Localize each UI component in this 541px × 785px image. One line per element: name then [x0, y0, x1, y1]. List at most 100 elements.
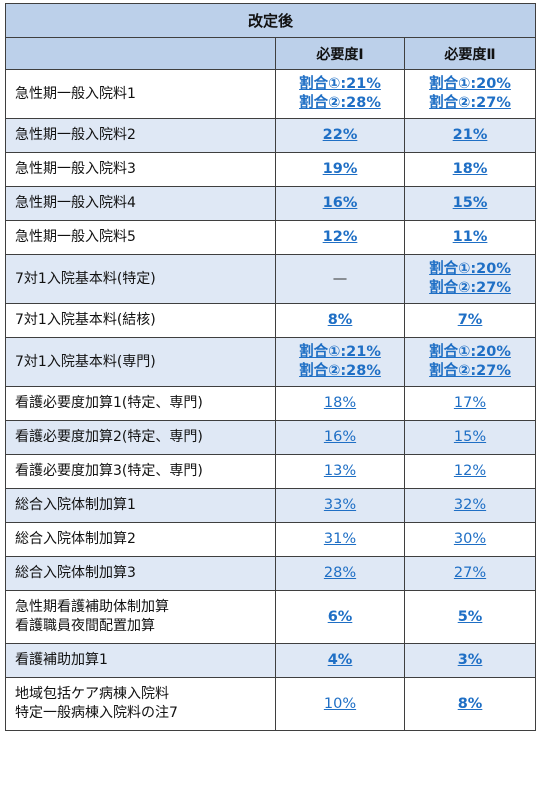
value-line[interactable]: 割合②:27%	[429, 95, 511, 111]
row-label-line: 看護必要度加算1(特定、専門)	[15, 395, 203, 411]
row-label: 7対1入院基本料(特定)	[5, 254, 276, 304]
value-necessity-1: 16%	[275, 420, 405, 455]
row-label: 看護必要度加算1(特定、専門)	[5, 386, 276, 421]
row-label-line: 地域包括ケア病棟入院料	[15, 686, 169, 702]
header-row: 必要度Ⅰ 必要度Ⅱ	[5, 37, 537, 70]
value-line[interactable]: 27%	[453, 565, 487, 581]
row-label-line: 看護必要度加算3(特定、専門)	[15, 463, 203, 479]
value-line[interactable]: 割合②:28%	[299, 95, 381, 111]
value-line[interactable]: 19%	[322, 161, 358, 177]
table-row: 7対1入院基本料(専門) 割合①:21% 割合②:28% 割合①:20% 割合②:2…	[5, 337, 537, 387]
row-label-line: 急性期一般入院料4	[15, 195, 136, 211]
value-necessity-1: 4%	[275, 643, 405, 678]
value-line[interactable]: 割合①:21%	[299, 76, 381, 92]
value-line[interactable]: 16%	[323, 429, 357, 445]
value-line[interactable]: 割合①:20%	[429, 344, 511, 360]
value-necessity-1: 19%	[275, 152, 405, 187]
value-line[interactable]: 割合②:28%	[299, 363, 381, 379]
value-line[interactable]: 15%	[453, 429, 487, 445]
value-line[interactable]: 割合②:27%	[429, 280, 511, 296]
value-line[interactable]: 15%	[452, 195, 488, 211]
value-line[interactable]: 割合①:20%	[429, 261, 511, 277]
row-label-line: 7対1入院基本料(特定)	[15, 270, 156, 287]
value-necessity-2: 12%	[403, 454, 537, 489]
value-line[interactable]: 16%	[322, 195, 358, 211]
value-line[interactable]: 17%	[453, 395, 487, 411]
value-line[interactable]: 33%	[323, 497, 357, 513]
value-line[interactable]: 4%	[327, 652, 353, 668]
row-label-line: 7対1入院基本料(結核)	[15, 312, 156, 328]
value-line[interactable]: 22%	[322, 127, 358, 143]
row-label: 地域包括ケア病棟入院料 特定一般病棟入院料の注7	[5, 677, 276, 731]
table-row: 看護必要度加算2(特定、専門) 16% 15%	[5, 420, 537, 455]
row-label: 7対1入院基本料(専門)	[5, 337, 276, 387]
value-line[interactable]: 12%	[453, 463, 487, 479]
value-line[interactable]: 21%	[452, 127, 488, 143]
value-necessity-1: 6%	[275, 590, 405, 644]
value-necessity-1: 13%	[275, 454, 405, 489]
row-label-line: 看護必要度加算2(特定、専門)	[15, 429, 203, 445]
header-necessity-2: 必要度Ⅱ	[403, 37, 537, 70]
table-row: 7対1入院基本料(結核) 8% 7%	[5, 303, 537, 338]
value-necessity-2: 割合①:20% 割合②:27%	[403, 69, 537, 119]
row-label-line: 特定一般病棟入院料の注7	[15, 705, 178, 721]
value-necessity-2: 15%	[403, 186, 537, 221]
row-label-line: 急性期一般入院料3	[15, 161, 136, 177]
value-necessity-1: 割合①:21% 割合②:28%	[275, 69, 405, 119]
value-line[interactable]: 28%	[323, 565, 357, 581]
row-label-line: 看護職員夜間配置加算	[15, 618, 155, 634]
value-line[interactable]: 12%	[322, 229, 358, 245]
value-line[interactable]: 7%	[457, 312, 483, 328]
value-line[interactable]: 5%	[457, 608, 483, 625]
value-line[interactable]: 13%	[323, 463, 357, 479]
value-necessity-1: 8%	[275, 303, 405, 338]
value-necessity-2: 17%	[403, 386, 537, 421]
value-line[interactable]: 32%	[453, 497, 487, 513]
table-row: 7対1入院基本料(特定) — 割合①:20% 割合②:27%	[5, 254, 537, 304]
value-line[interactable]: 8%	[327, 312, 353, 328]
row-label-line: 総合入院体制加算1	[15, 497, 136, 513]
value-necessity-1: 12%	[275, 220, 405, 255]
value-necessity-1: 16%	[275, 186, 405, 221]
value-necessity-2: 3%	[403, 643, 537, 678]
value-line[interactable]: 割合②:27%	[429, 363, 511, 379]
value-necessity-2: 32%	[403, 488, 537, 523]
not-applicable-dash: —	[332, 270, 348, 287]
row-label: 急性期一般入院料5	[5, 220, 276, 255]
value-line[interactable]: 10%	[323, 695, 357, 712]
table-row: 看護補助加算1 4% 3%	[5, 643, 537, 678]
table-row: 総合入院体制加算1 33% 32%	[5, 488, 537, 523]
table-row: 地域包括ケア病棟入院料 特定一般病棟入院料の注7 10% 8%	[5, 677, 537, 731]
value-line[interactable]: 割合①:21%	[299, 344, 381, 360]
row-label: 総合入院体制加算2	[5, 522, 276, 557]
value-necessity-2: 5%	[403, 590, 537, 644]
value-line[interactable]: 3%	[457, 652, 483, 668]
row-label-line: 総合入院体制加算2	[15, 531, 136, 547]
row-label-line: 看護補助加算1	[15, 652, 108, 668]
row-label: 総合入院体制加算3	[5, 556, 276, 591]
value-line[interactable]: 30%	[453, 531, 487, 547]
row-label: 看護補助加算1	[5, 643, 276, 678]
value-necessity-2: 8%	[403, 677, 537, 731]
table-row: 急性期一般入院料4 16% 15%	[5, 186, 537, 221]
value-necessity-2: 11%	[403, 220, 537, 255]
row-label-line: 総合入院体制加算3	[15, 565, 136, 581]
value-line[interactable]: 6%	[327, 608, 353, 625]
value-line[interactable]: 8%	[457, 695, 483, 712]
value-necessity-2: 30%	[403, 522, 537, 557]
value-necessity-1: 33%	[275, 488, 405, 523]
value-line[interactable]: 31%	[323, 531, 357, 547]
value-necessity-1: 31%	[275, 522, 405, 557]
value-line[interactable]: 18%	[323, 395, 357, 411]
row-label: 急性期一般入院料3	[5, 152, 276, 187]
table-row: 看護必要度加算1(特定、専門) 18% 17%	[5, 386, 537, 421]
revision-table: 改定後 必要度Ⅰ 必要度Ⅱ 急性期一般入院料1 割合①:21% 割合②:28% 割…	[4, 3, 537, 731]
row-label: 急性期一般入院料2	[5, 118, 276, 153]
table-row: 総合入院体制加算3 28% 27%	[5, 556, 537, 591]
row-label-line: 急性期看護補助体制加算	[15, 599, 169, 615]
value-line[interactable]: 11%	[452, 229, 488, 245]
table-row: 急性期看護補助体制加算 看護職員夜間配置加算 6% 5%	[5, 590, 537, 644]
header-necessity-1: 必要度Ⅰ	[275, 37, 405, 70]
value-line[interactable]: 18%	[452, 161, 488, 177]
value-line[interactable]: 割合①:20%	[429, 76, 511, 92]
